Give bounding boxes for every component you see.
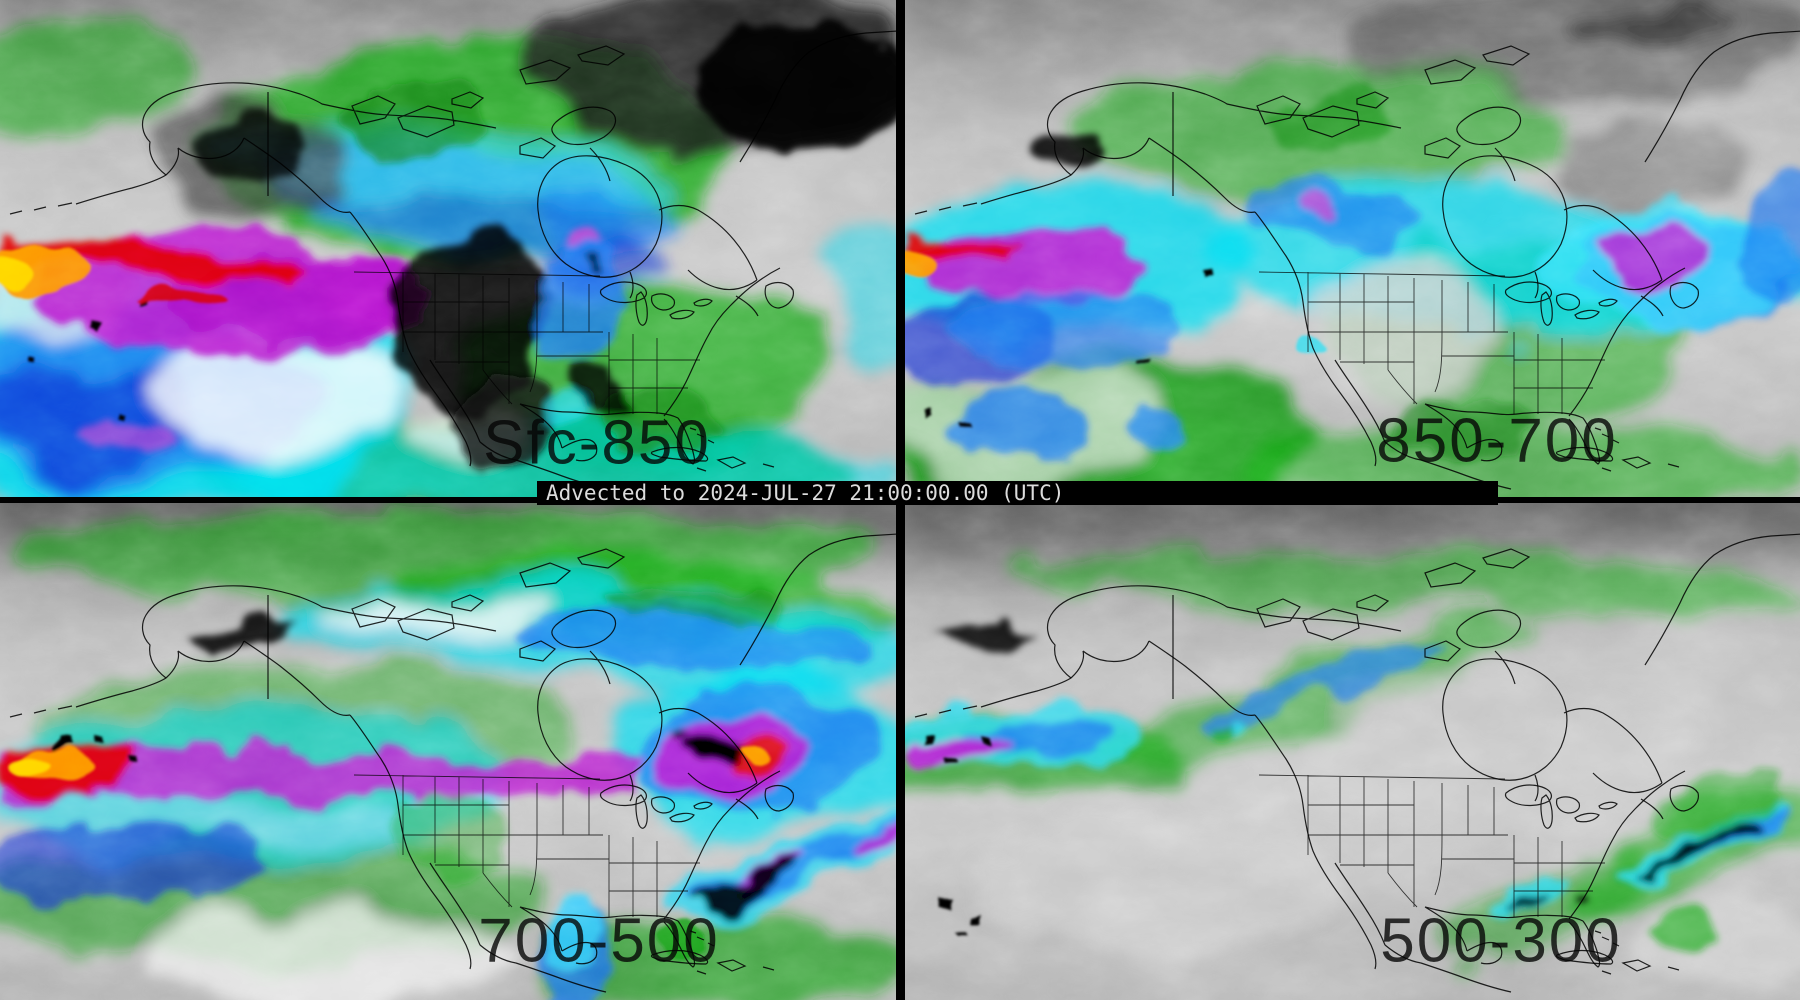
advection-timestamp-banner: Advected to 2024-JUL-27 21:00:00.00 (UTC… — [537, 481, 1498, 505]
layer-label-700-500: 700-500 — [478, 906, 720, 976]
panel-sfc-850 — [0, 0, 900, 499]
panel-850-700 — [905, 0, 1800, 499]
layer-label-500-300: 500-300 — [1380, 906, 1622, 976]
advection-timestamp-text: Advected to 2024-JUL-27 21:00:00.00 (UTC… — [546, 481, 1065, 505]
layer-label-sfc-850: Sfc-850 — [483, 408, 711, 478]
layer-label-850-700: 850-700 — [1376, 406, 1618, 476]
panel-700-500 — [0, 503, 900, 1000]
panel-500-300 — [905, 503, 1800, 1000]
